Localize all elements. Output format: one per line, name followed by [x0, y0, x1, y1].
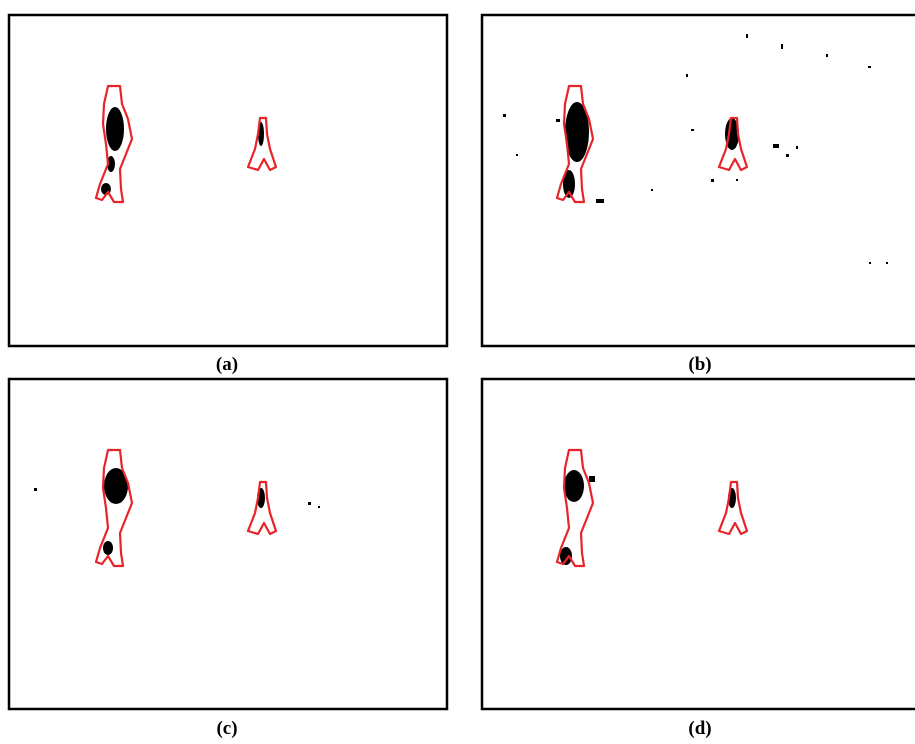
- figure: (a) (b) (c) (d): [0, 0, 915, 744]
- panel-a: [9, 15, 447, 346]
- noise: [308, 502, 311, 505]
- panel-label: (a): [216, 354, 238, 375]
- mask-blob: [564, 470, 584, 502]
- panel-frame: [482, 379, 915, 709]
- mask-blob: [589, 476, 595, 482]
- panel-frame: [9, 379, 447, 709]
- panel-label: (c): [216, 718, 237, 739]
- panel-label: (b): [688, 354, 711, 375]
- page: (a) (b) (c) (d) (() => { const data = JS…: [0, 0, 915, 744]
- panel-label: (d): [688, 718, 711, 739]
- panel-c: [9, 379, 447, 709]
- panel-b: [482, 15, 915, 346]
- noise: [34, 488, 37, 491]
- panel-frame: [482, 15, 915, 346]
- panel-d: [482, 379, 915, 709]
- noise: [318, 506, 320, 508]
- panel-frame: [9, 15, 447, 346]
- mask-blob: [103, 541, 113, 555]
- mask-blob: [106, 107, 124, 151]
